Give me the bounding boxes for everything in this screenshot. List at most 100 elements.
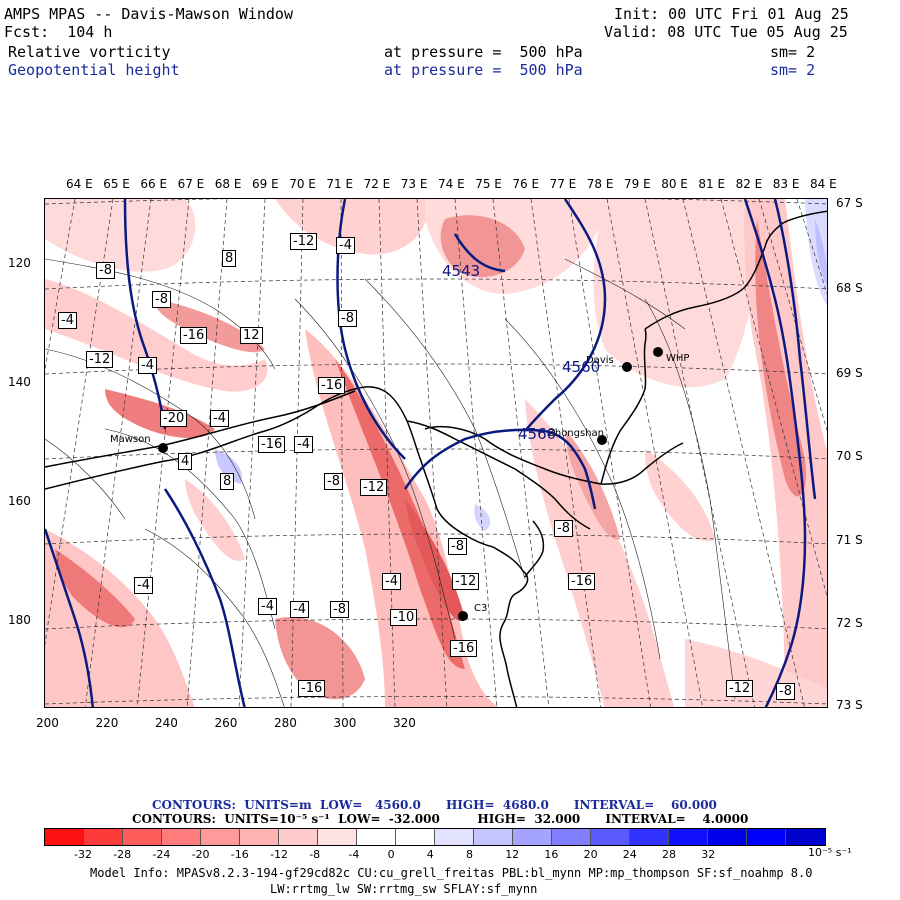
longitude-label: 67 E xyxy=(177,177,205,191)
colorbar-tick-label: 32 xyxy=(701,848,716,861)
longitude-label: 64 E xyxy=(66,177,93,191)
colorbar-tick-label: -28 xyxy=(113,848,132,861)
vorticity-value-label: -8 xyxy=(776,683,795,700)
x-tick-label: 260 xyxy=(214,716,238,730)
vorticity-value-label: -4 xyxy=(294,436,313,453)
station-marker-whp xyxy=(653,347,663,357)
graticule xyxy=(45,199,827,707)
colorbar-cell xyxy=(435,829,474,845)
y-tick-label: 160 xyxy=(8,494,31,508)
vorticity-value-label: -8 xyxy=(330,601,349,618)
vorticity-value-label: 4 xyxy=(178,453,193,470)
colorbar-tick-label: 20 xyxy=(583,848,598,861)
latitude-label: 71 S xyxy=(836,533,863,547)
vorticity-value-label: -4 xyxy=(336,237,355,254)
x-tick-label: 220 xyxy=(95,716,119,730)
colorbar-tick-label: 28 xyxy=(662,848,676,861)
colorbar-cell xyxy=(84,829,123,845)
y-tick-label: 140 xyxy=(8,375,31,389)
vorticity-value-label: -4 xyxy=(258,598,277,615)
map-canvas xyxy=(45,199,827,707)
field2-smoothing: sm= 2 xyxy=(770,61,816,79)
colorbar-cell xyxy=(708,829,747,845)
longitude-label: 78 E xyxy=(586,177,614,191)
vorticity-value-label: 8 xyxy=(222,250,237,267)
vorticity-value-label: -4 xyxy=(210,410,229,427)
colorbar-cell xyxy=(630,829,669,845)
colorbar-cell xyxy=(591,829,630,845)
vorticity-value-label: -8 xyxy=(338,310,357,327)
model-info-line2: LW:rrtmg_lw SW:rrtmg_sw SFLAY:sf_mynn xyxy=(270,882,538,896)
coastline xyxy=(45,210,827,707)
field1-name: Relative vorticity xyxy=(8,43,171,61)
longitude-label: 76 E xyxy=(512,177,540,191)
colorbar-tick-label: -20 xyxy=(191,848,210,861)
colorbar-cell xyxy=(45,829,84,845)
colorbar-cell xyxy=(552,829,591,845)
longitude-label: 82 E xyxy=(735,177,763,191)
station-marker-mawson xyxy=(158,443,168,453)
colorbar-cell xyxy=(162,829,201,845)
vorticity-value-label: -12 xyxy=(452,573,480,590)
longitude-label: 81 E xyxy=(698,177,726,191)
init-time: Init: 00 UTC Fri 01 Aug 25 xyxy=(614,5,849,23)
colorbar-tick-label: -16 xyxy=(230,848,249,861)
longitude-label: 73 E xyxy=(400,177,428,191)
x-tick-label: 320 xyxy=(393,716,416,730)
vorticity-value-label: -16 xyxy=(298,680,326,697)
x-tick-label: 300 xyxy=(333,716,357,730)
colorbar-cell xyxy=(318,829,357,845)
longitude-label: 74 E xyxy=(438,177,465,191)
field1-smoothing: sm= 2 xyxy=(770,43,816,61)
colorbar xyxy=(44,828,826,846)
colorbar-tick-label: -8 xyxy=(309,848,321,861)
height-label: 4543 xyxy=(442,262,481,280)
station-marker-davis xyxy=(622,362,632,372)
place-label-c3: C3 xyxy=(474,603,488,614)
vorticity-value-label: -8 xyxy=(152,291,171,308)
field1-level: at pressure = 500 hPa xyxy=(384,43,583,61)
station-marker-c3 xyxy=(458,611,468,621)
vorticity-value-label: -16 xyxy=(568,573,596,590)
latitude-label: 73 S xyxy=(836,698,863,712)
place-label-zhongshan: Zhongshan xyxy=(548,428,605,439)
vorticity-value-label: -8 xyxy=(448,538,467,555)
colorbar-units: 10⁻⁵ s⁻¹ xyxy=(808,846,852,859)
vorticity-value-label: -20 xyxy=(160,410,188,427)
colorbar-cell xyxy=(201,829,240,845)
height-contours xyxy=(45,199,817,707)
colorbar-cell xyxy=(240,829,279,845)
latitude-label: 68 S xyxy=(836,281,863,295)
longitude-label: 80 E xyxy=(661,177,688,191)
station-marker-zhongshan xyxy=(597,435,607,445)
colorbar-cell xyxy=(747,829,786,845)
valid-time: Valid: 08 UTC Tue 05 Aug 25 xyxy=(604,23,848,41)
colorbar-cell xyxy=(279,829,318,845)
latitude-label: 72 S xyxy=(836,616,863,630)
colorbar-tick-label: -12 xyxy=(270,848,288,861)
longitude-label: 69 E xyxy=(252,177,279,191)
vorticity-value-label: -12 xyxy=(86,351,114,368)
longitude-label: 65 E xyxy=(103,177,130,191)
longitude-label: 84 E xyxy=(810,177,837,191)
vorticity-value-label: -16 xyxy=(258,436,286,453)
colorbar-cell xyxy=(513,829,552,845)
vorticity-value-label: -8 xyxy=(96,262,115,279)
vorticity-value-label: -16 xyxy=(180,327,208,344)
vorticity-value-label: -12 xyxy=(290,233,318,250)
y-tick-label: 180 xyxy=(8,613,31,627)
colorbar-cell xyxy=(786,829,825,845)
latitude-label: 70 S xyxy=(836,449,863,463)
longitude-label: 72 E xyxy=(363,177,391,191)
colorbar-tick-label: -24 xyxy=(152,848,171,861)
vorticity-value-label: -8 xyxy=(554,520,573,537)
latitude-label: 69 S xyxy=(836,366,863,380)
colorbar-tick-label: 16 xyxy=(544,848,559,861)
colorbar-tick-label: -4 xyxy=(348,848,360,861)
vorticity-value-label: 12 xyxy=(240,327,263,344)
place-label-whp: WHP xyxy=(666,353,690,364)
longitude-label: 70 E xyxy=(289,177,316,191)
longitude-label: 83 E xyxy=(772,177,800,191)
vorticity-value-label: -4 xyxy=(58,312,77,329)
colorbar-cell xyxy=(357,829,396,845)
